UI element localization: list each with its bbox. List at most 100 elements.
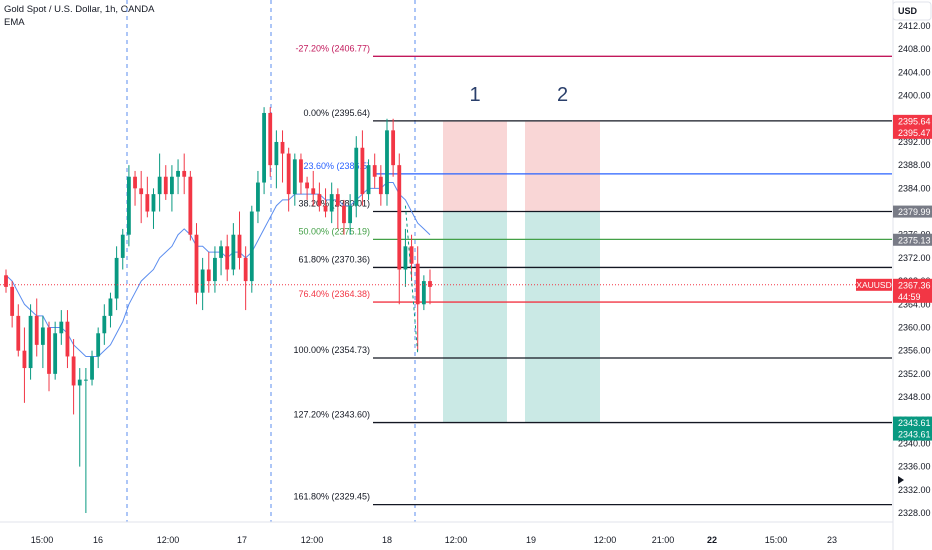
candle-body[interactable]: [10, 286, 15, 316]
candle-body[interactable]: [16, 315, 21, 351]
candle-body[interactable]: [145, 194, 150, 212]
candle-body[interactable]: [323, 205, 328, 212]
candle-body[interactable]: [428, 281, 432, 287]
candle-body[interactable]: [372, 165, 377, 177]
time-tick-label: 12:00: [157, 535, 180, 545]
candle-body[interactable]: [342, 205, 346, 224]
candle-body[interactable]: [274, 141, 279, 166]
price-badge-value: 2367.36: [898, 280, 931, 290]
candle-body[interactable]: [348, 205, 353, 224]
time-tick-label: 23: [827, 535, 837, 545]
candle-body[interactable]: [194, 234, 199, 293]
symbol-title: Gold Spot / U.S. Dollar, 1h, OANDA: [4, 4, 155, 15]
candle-body[interactable]: [317, 194, 322, 206]
candle-body[interactable]: [53, 333, 58, 374]
price-badge-value: 2375.13: [898, 235, 931, 245]
candle-body[interactable]: [151, 194, 156, 212]
price-axis: 2412.002408.002404.002400.002396.002392.…: [856, 0, 932, 550]
candle-body[interactable]: [219, 246, 223, 258]
price-tick-label: 2392.00: [898, 137, 931, 147]
price-badge: [893, 278, 932, 303]
candle-body[interactable]: [28, 315, 33, 369]
candle-body[interactable]: [206, 269, 211, 282]
candle-body[interactable]: [360, 147, 365, 195]
candle-body[interactable]: [170, 176, 174, 195]
price-tick-label: 2340.00: [898, 438, 931, 448]
candle-body[interactable]: [385, 130, 389, 195]
price-badge: [893, 233, 932, 246]
candle-body[interactable]: [65, 321, 70, 357]
candle-body[interactable]: [243, 257, 248, 282]
scroll-right-icon[interactable]: [898, 476, 904, 484]
candle-body[interactable]: [213, 257, 217, 282]
candle-body[interactable]: [4, 275, 8, 287]
candle-body[interactable]: [176, 170, 180, 177]
candle-body[interactable]: [157, 176, 162, 195]
candle-body[interactable]: [421, 281, 426, 305]
candle-body[interactable]: [90, 356, 94, 380]
time-tick-label: 21:00: [652, 535, 675, 545]
candle-body[interactable]: [22, 350, 27, 369]
fib-level-label: -27.20% (2406.77): [295, 43, 370, 53]
time-tick-label: 12:00: [594, 535, 617, 545]
candle-body[interactable]: [126, 176, 131, 235]
candle-body[interactable]: [47, 327, 51, 374]
candle-body[interactable]: [335, 194, 340, 206]
candle-body[interactable]: [71, 356, 76, 386]
candle-body[interactable]: [280, 141, 285, 154]
candle-body[interactable]: [305, 182, 310, 189]
candle-body[interactable]: [286, 153, 291, 195]
candle-body[interactable]: [163, 176, 168, 195]
price-badge: [893, 416, 932, 441]
fib-level-label: 127.20% (2343.60): [293, 410, 370, 420]
candle-body[interactable]: [403, 246, 408, 270]
candle-body[interactable]: [83, 379, 88, 381]
price-tick-label: 2348.00: [898, 392, 931, 402]
symbol-tag: [856, 278, 892, 291]
candle-body[interactable]: [256, 182, 260, 212]
candle-body[interactable]: [40, 327, 45, 345]
candle-body[interactable]: [120, 234, 125, 258]
candle-body[interactable]: [77, 379, 82, 386]
candle-body[interactable]: [59, 321, 64, 334]
candle-body[interactable]: [354, 147, 359, 206]
candle-body[interactable]: [311, 188, 316, 195]
candle-body[interactable]: [397, 165, 402, 270]
candle-body[interactable]: [34, 315, 39, 345]
candle-body[interactable]: [299, 159, 303, 183]
candle-body[interactable]: [292, 159, 297, 195]
currency-button[interactable]: [892, 1, 932, 21]
candle-body[interactable]: [415, 263, 420, 305]
candle-body[interactable]: [237, 234, 242, 258]
candle-body[interactable]: [102, 315, 107, 334]
candle-body[interactable]: [96, 333, 101, 357]
time-tick-label: 12:00: [445, 535, 468, 545]
time-tick-label: 22: [707, 535, 717, 545]
price-tick-label: 2356.00: [898, 346, 931, 356]
candle-body[interactable]: [366, 165, 371, 195]
candle-body[interactable]: [249, 211, 254, 282]
candle-body[interactable]: [188, 176, 193, 235]
candle-body[interactable]: [409, 246, 414, 264]
zone-2-label: 2: [557, 84, 568, 106]
candle-body[interactable]: [378, 176, 383, 195]
candle-body[interactable]: [114, 257, 119, 299]
candle-body[interactable]: [225, 246, 230, 270]
price-tick-label: 2360.00: [898, 322, 931, 332]
currency-label[interactable]: USD: [898, 6, 918, 16]
time-axis: 15:00 16 12:00 17 12:00 18 12:00 19 12:00 21:00 22…: [0, 521, 893, 545]
candle-body[interactable]: [182, 170, 187, 177]
candle-body[interactable]: [268, 112, 273, 166]
candle-body[interactable]: [262, 112, 266, 183]
candle-body[interactable]: [133, 176, 137, 189]
candle-body[interactable]: [231, 234, 236, 270]
candle-body[interactable]: [200, 269, 205, 293]
candle-body[interactable]: [108, 298, 113, 316]
candle-body[interactable]: [329, 194, 334, 212]
candle-body[interactable]: [139, 188, 144, 195]
price-tick-label: 2408.00: [898, 44, 931, 54]
candle-body[interactable]: [391, 130, 396, 166]
session-separators: [126, 0, 416, 522]
